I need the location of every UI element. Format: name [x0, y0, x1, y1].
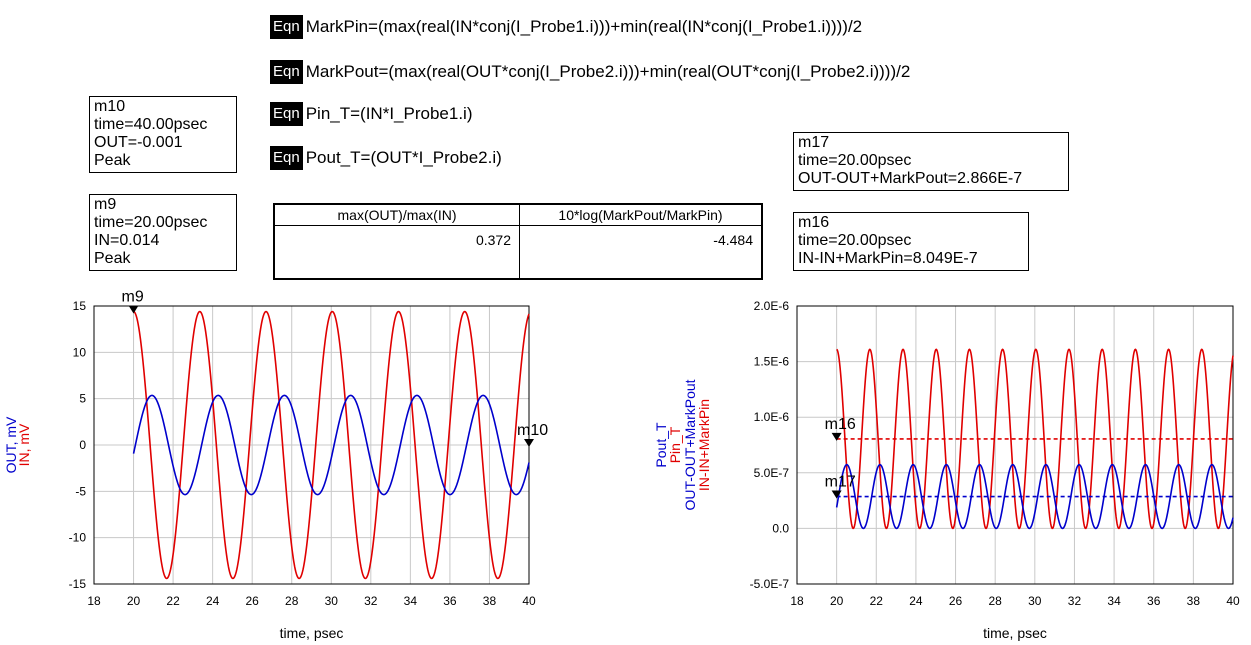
equation-pin-t[interactable]: Eqn Pin_T=(IN*I_Probe1.i) — [270, 101, 472, 127]
plot-frame — [796, 305, 1234, 585]
marker-label: m16 — [825, 416, 856, 433]
marker-line: time=40.00psec — [94, 116, 208, 133]
x-tick-label: 22 — [166, 594, 180, 608]
x-tick-label: 24 — [206, 594, 220, 608]
table-cell: -4.484 — [519, 225, 763, 280]
marker-line: OUT=-0.001 — [94, 134, 183, 151]
x-tick-label: 26 — [246, 594, 260, 608]
marker-readout-m16[interactable]: m16 time=20.00psec IN-IN+MarkPin=8.049E-… — [793, 212, 1029, 271]
y-tick-label: 15 — [73, 299, 87, 313]
y-tick-label: 0 — [79, 438, 86, 452]
x-tick-label: 28 — [285, 594, 299, 608]
eqn-badge: Eqn — [270, 15, 303, 39]
marker-line: Peak — [94, 152, 131, 169]
y-tick-label: 1.5E-6 — [754, 355, 790, 369]
y-axis-label: OUT-OUT+MarkPout — [682, 379, 698, 510]
y-tick-label: 10 — [73, 345, 87, 359]
y-axis-label: Pout_T — [653, 422, 669, 468]
equation-markpin[interactable]: Eqn MarkPin=(max(real(IN*conj(I_Probe1.i… — [270, 14, 862, 40]
x-tick-label: 30 — [1028, 594, 1042, 608]
x-axis-label: time, psec — [280, 625, 344, 641]
x-tick-label: 40 — [522, 594, 536, 608]
equation-markpout[interactable]: Eqn MarkPout=(max(real(OUT*conj(I_Probe2… — [270, 59, 910, 85]
x-tick-label: 34 — [404, 594, 418, 608]
eqn-badge: Eqn — [270, 60, 303, 84]
x-tick-label: 36 — [1147, 594, 1161, 608]
series-line-in — [133, 310, 530, 580]
x-tick-label: 40 — [1226, 594, 1240, 608]
marker-line: IN-IN+MarkPin=8.049E-7 — [798, 250, 978, 267]
marker-line: Peak — [94, 250, 131, 267]
equation-pout-t[interactable]: Eqn Pout_T=(OUT*I_Probe2.i) — [270, 145, 502, 171]
x-axis-label: time, psec — [983, 625, 1047, 641]
x-tick-label: 18 — [87, 594, 101, 608]
y-tick-label: 0.0 — [772, 521, 789, 535]
y-tick-label: 5 — [79, 392, 86, 406]
y-tick-label: 1.0E-6 — [754, 410, 790, 424]
y-tick-label: -5 — [75, 484, 86, 498]
y-tick-label: -10 — [69, 531, 87, 545]
series-line-pout_t — [835, 463, 1234, 530]
y-axis-label: IN, mV — [16, 423, 32, 466]
table-header: 10*log(MarkPout/MarkPin) — [519, 203, 763, 226]
x-tick-label: 24 — [909, 594, 923, 608]
marker-name: m10 — [94, 98, 126, 115]
marker-name: m16 — [798, 214, 830, 231]
y-axis-label: OUT, mV — [3, 416, 19, 473]
marker-line: IN=0.014 — [94, 232, 160, 249]
x-tick-label: 20 — [830, 594, 844, 608]
x-tick-label: 26 — [949, 594, 963, 608]
x-tick-label: 34 — [1107, 594, 1121, 608]
table-cell: 0.372 — [273, 225, 520, 280]
marker-line: time=20.00psec — [94, 214, 208, 231]
x-tick-label: 28 — [989, 594, 1003, 608]
marker-name: m17 — [798, 134, 830, 151]
x-tick-label: 18 — [790, 594, 804, 608]
marker-label: m10 — [517, 422, 548, 439]
equation-text: MarkPout=(max(real(OUT*conj(I_Probe2.i))… — [305, 62, 911, 81]
marker-label: m17 — [825, 474, 856, 491]
marker-triangle — [128, 305, 139, 314]
marker-triangle — [524, 439, 534, 448]
equation-text: Pin_T=(IN*I_Probe1.i) — [305, 104, 473, 123]
marker-label: m9 — [122, 289, 144, 306]
x-tick-label: 20 — [127, 594, 141, 608]
series-line-out — [132, 394, 530, 496]
series-line-pin_t — [836, 348, 1234, 530]
y-tick-label: 2.0E-6 — [754, 299, 790, 313]
marker-readout-m9[interactable]: m9 time=20.00psec IN=0.014 Peak — [89, 194, 237, 271]
marker-readout-m17[interactable]: m17 time=20.00psec OUT-OUT+MarkPout=2.86… — [793, 132, 1069, 191]
marker-name: m9 — [94, 196, 117, 213]
x-tick-label: 22 — [870, 594, 884, 608]
eqn-badge: Eqn — [270, 146, 303, 170]
x-tick-label: 32 — [1068, 594, 1082, 608]
marker-line: time=20.00psec — [798, 152, 912, 169]
y-tick-label: -15 — [69, 577, 87, 591]
marker-line: time=20.00psec — [798, 232, 912, 249]
measurement-table[interactable]: max(OUT)/max(IN) 10*log(MarkPout/MarkPin… — [273, 203, 763, 280]
y-tick-label: -5.0E-7 — [750, 577, 790, 591]
x-tick-label: 38 — [1187, 594, 1201, 608]
marker-readout-m10[interactable]: m10 time=40.00psec OUT=-0.001 Peak — [89, 96, 237, 173]
y-axis-label: IN-IN+MarkPin — [696, 399, 712, 491]
x-tick-label: 38 — [483, 594, 497, 608]
y-axis-label: Pin_T — [667, 426, 683, 463]
x-tick-label: 32 — [364, 594, 378, 608]
equation-text: Pout_T=(OUT*I_Probe2.i) — [305, 148, 502, 167]
eqn-badge: Eqn — [270, 102, 303, 126]
marker-triangle — [831, 432, 842, 441]
equation-text: MarkPin=(max(real(IN*conj(I_Probe1.i)))+… — [305, 17, 863, 36]
y-tick-label: 5.0E-7 — [754, 466, 790, 480]
x-tick-label: 30 — [325, 594, 339, 608]
x-tick-label: 36 — [443, 594, 457, 608]
marker-line: OUT-OUT+MarkPout=2.866E-7 — [798, 170, 1023, 187]
marker-triangle — [831, 490, 842, 499]
